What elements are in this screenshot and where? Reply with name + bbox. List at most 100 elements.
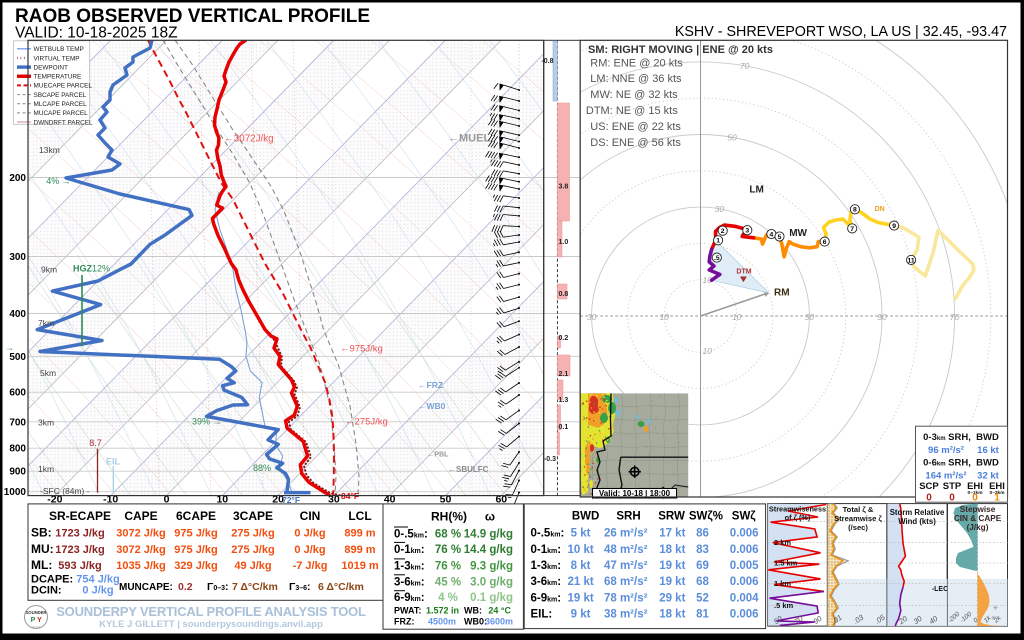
svg-text:Stepwise: Stepwise: [960, 505, 996, 514]
svg-text:Wind (kts): Wind (kts): [898, 517, 936, 526]
svg-text:of ζ (%): of ζ (%): [785, 513, 811, 522]
svg-text:←275J/kg: ←275J/kg: [345, 417, 388, 428]
svg-text:RM: RM: [774, 287, 790, 298]
svg-text:1000: 1000: [4, 487, 27, 498]
svg-text:5: 5: [778, 234, 782, 241]
svg-text:1 km: 1 km: [774, 579, 791, 588]
svg-text:0-6km SRH, BWD: 0-6km SRH, BWD: [923, 458, 999, 469]
svg-text:-20: -20: [47, 494, 62, 506]
svg-text:3600m: 3600m: [485, 617, 513, 627]
svg-text:9: 9: [892, 223, 896, 230]
svg-text:✳: ✳: [991, 615, 996, 622]
svg-text:900: 900: [9, 467, 26, 478]
svg-text:3km: 3km: [38, 418, 54, 428]
svg-text:8 kt: 8 kt: [571, 560, 591, 572]
svg-text:1019 m: 1019 m: [341, 560, 379, 572]
svg-text:DS: ENE @ 56 kts: DS: ENE @ 56 kts: [590, 137, 681, 149]
svg-text:0.006: 0.006: [730, 544, 759, 556]
svg-text:←PBL: ←PBL: [427, 450, 449, 459]
svg-text:1723 J/kg: 1723 J/kg: [55, 528, 105, 540]
svg-text:800: 800: [9, 444, 26, 455]
svg-text:6 Δ°C/km: 6 Δ°C/km: [318, 581, 364, 593]
svg-text:88% →: 88% →: [253, 463, 283, 473]
svg-text:3.0 g/kg: 3.0 g/kg: [470, 576, 513, 588]
svg-text:0: 0: [949, 493, 955, 504]
svg-text:LM: NNE @ 36 kts: LM: NNE @ 36 kts: [590, 73, 682, 85]
svg-text:1k: 1k: [983, 614, 993, 624]
svg-text:10: 10: [216, 494, 228, 506]
svg-text:8: 8: [853, 207, 857, 214]
svg-text:30: 30: [587, 312, 597, 322]
svg-text:WB0:: WB0:: [464, 617, 487, 627]
svg-text:1: 1: [716, 238, 720, 245]
svg-text:40: 40: [384, 494, 396, 506]
svg-text:DN: DN: [875, 206, 885, 213]
svg-text:MUNCAPE:: MUNCAPE:: [119, 582, 173, 593]
svg-text:2k: 2k: [992, 614, 1003, 625]
svg-text:4500m: 4500m: [428, 617, 456, 627]
svg-text:0.8: 0.8: [559, 291, 569, 298]
svg-text:.5: .5: [714, 255, 720, 262]
svg-text:700: 700: [9, 417, 26, 428]
svg-text:26 m²/s²: 26 m²/s²: [604, 528, 648, 540]
svg-text:PWAT:: PWAT:: [394, 606, 421, 616]
svg-text:0: 0: [972, 493, 978, 504]
svg-text:19 kt: 19 kt: [659, 560, 685, 572]
svg-text:→: →: [5, 343, 14, 353]
svg-text:48 m²/s²: 48 m²/s²: [604, 544, 648, 556]
svg-text:3CAPE: 3CAPE: [233, 509, 273, 523]
svg-text:←FRZ: ←FRZ: [418, 380, 443, 390]
svg-text:0.006: 0.006: [730, 609, 759, 621]
svg-text:DCIN:: DCIN:: [31, 585, 62, 597]
svg-text:60: 60: [495, 494, 507, 506]
svg-text:US: ENE @ 22 kts: US: ENE @ 22 kts: [590, 121, 681, 133]
svg-text:52: 52: [696, 593, 709, 605]
svg-text:78 m²/s²: 78 m²/s²: [604, 593, 648, 605]
svg-text:FRZ:: FRZ:: [394, 617, 415, 627]
svg-text:←WB0: ←WB0: [418, 401, 446, 411]
svg-text:←975J/kg: ←975J/kg: [340, 344, 383, 355]
svg-text:30: 30: [715, 204, 725, 214]
svg-text:ω: ω: [485, 510, 495, 524]
svg-text:TEMPERATURE: TEMPERATURE: [34, 74, 82, 81]
svg-text:975 J/kg: 975 J/kg: [174, 544, 217, 556]
svg-text:754 J/kg: 754 J/kg: [76, 574, 119, 586]
svg-text:5km: 5km: [40, 368, 56, 378]
svg-text:RM: ENE @ 20 kts: RM: ENE @ 20 kts: [590, 57, 683, 69]
svg-text:975 J/kg: 975 J/kg: [174, 528, 217, 540]
svg-text:0: 0: [972, 617, 980, 625]
svg-text:1-3km:: 1-3km:: [531, 560, 562, 572]
svg-text:21 kt: 21 kt: [567, 576, 593, 588]
svg-text:0–3km: 0–3km: [990, 490, 1005, 496]
svg-text:MW: MW: [789, 228, 807, 239]
svg-text:14.9 g/kg: 14.9 g/kg: [464, 529, 513, 541]
svg-text:←SBULFC: ←SBULFC: [448, 465, 489, 474]
svg-text:0 J/kg: 0 J/kg: [294, 528, 325, 540]
svg-text:SOUNDERPY VERTICAL PROFILE ANA: SOUNDERPY VERTICAL PROFILE ANALYSIS TOOL: [56, 604, 366, 619]
svg-text:-0.3: -0.3: [544, 456, 556, 463]
svg-text:BWD: BWD: [572, 511, 599, 523]
svg-text:1035 J/kg: 1035 J/kg: [116, 560, 166, 572]
svg-text:18 kt: 18 kt: [659, 609, 685, 621]
svg-text:P: P: [31, 617, 36, 624]
svg-text:70: 70: [740, 61, 750, 71]
svg-text:10: 10: [659, 312, 669, 322]
svg-text:32 kt: 32 kt: [977, 471, 999, 482]
svg-text:164 m²/s²: 164 m²/s²: [925, 471, 966, 482]
svg-text:ML:: ML:: [31, 558, 52, 572]
svg-text:68 m²/s²: 68 m²/s²: [604, 576, 648, 588]
svg-text:RH(%): RH(%): [431, 510, 467, 524]
svg-text:593 J/kg: 593 J/kg: [58, 560, 101, 572]
svg-text:6CAPE: 6CAPE: [176, 509, 216, 523]
svg-text:19 kt: 19 kt: [567, 593, 593, 605]
svg-text:SB:: SB:: [31, 526, 52, 540]
svg-text:MUECAPE PARCEL: MUECAPE PARCEL: [34, 83, 93, 90]
svg-text:RAOB OBSERVED VERTICAL PROFILE: RAOB OBSERVED VERTICAL PROFILE: [15, 6, 370, 27]
svg-text:30: 30: [805, 312, 815, 322]
svg-text:39% →: 39% →: [192, 417, 222, 427]
svg-text:Total ζ &: Total ζ &: [843, 505, 874, 514]
svg-text:DWNDRFT PARCEL: DWNDRFT PARCEL: [34, 119, 94, 126]
svg-text:0.1: 0.1: [559, 424, 569, 431]
svg-text:1.5 km: 1.5 km: [774, 559, 798, 568]
svg-text:CIN & CAPE: CIN & CAPE: [954, 514, 1002, 523]
